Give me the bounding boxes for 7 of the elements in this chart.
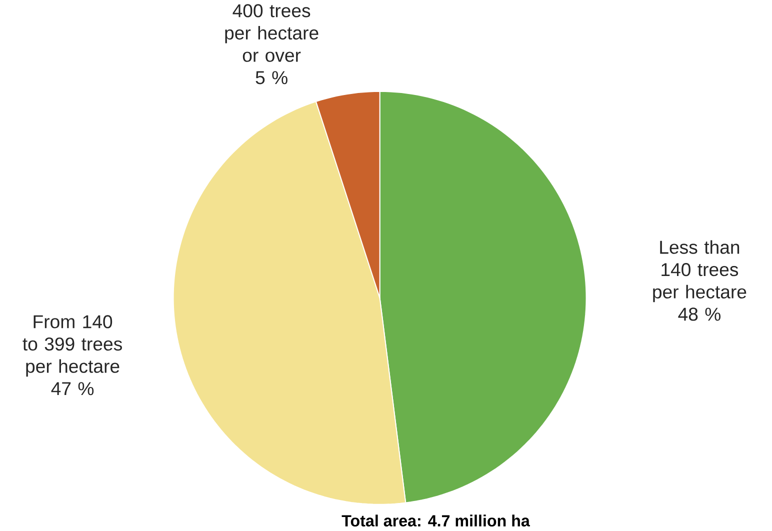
slice-label: Less than 140 trees per hectare [653,240,746,302]
data-label: 47 % [51,382,94,396]
data-label: 48 % [678,308,720,321]
slice-label: 400 trees per hectare or over [225,4,318,62]
slice-label: From 140 to 399 trees per hectare [22,315,122,377]
data-label: 5 % [256,71,288,84]
text: Total area: 4.7 million ha [342,514,530,527]
